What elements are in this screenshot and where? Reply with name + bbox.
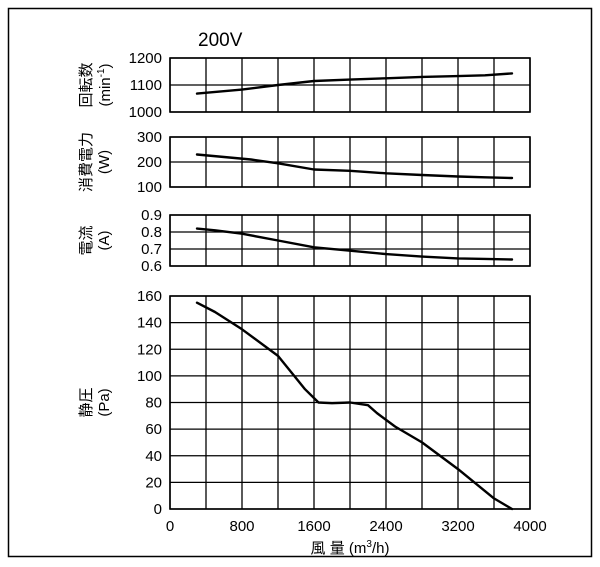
y-tick-label: 120 [137,341,162,358]
plot-frame [169,295,531,510]
series-line [195,301,514,511]
y-axis-label: 回転数 (min-1) [78,62,114,107]
x-axis-label: 風 量 (m3/h) [311,539,390,557]
series-line [195,72,514,95]
x-tick-label: 4000 [513,518,546,535]
y-tick-label: 0.7 [141,241,162,258]
y-tick-label: 100 [137,368,162,385]
x-tick-label: 1600 [297,518,330,535]
y-axis-label-unit: (Pa) [96,388,113,416]
y-axis-label-unit: (min-1) [96,63,114,106]
x-tick-label: 800 [229,518,254,535]
y-tick-label: 1100 [130,77,162,94]
y-tick-label: 300 [137,129,162,146]
y-axis-label-main: 回転数 [78,62,95,107]
y-axis-label: 電流 (A) [78,225,113,255]
chart-title: 200V [198,30,243,51]
y-axis-label-main: 消費電力 [78,132,95,192]
y-tick-label: 200 [137,154,162,171]
y-tick-label: 0.8 [141,224,162,241]
plot-frame [169,136,531,188]
y-tick-label: 1000 [129,104,162,121]
y-tick-label: 0.6 [141,258,162,275]
y-tick-label: 160 [137,288,162,305]
plot-frame [169,214,531,267]
y-axis-label-main: 静圧 [78,387,95,417]
series-line [195,227,514,261]
y-tick-label: 40 [145,448,162,465]
x-tick-label: 0 [166,518,174,535]
y-tick-label: 100 [137,179,162,196]
y-tick-label: 0 [154,501,162,518]
y-tick-label: 140 [137,315,162,332]
outer-border [7,7,593,558]
y-tick-label: 60 [145,421,162,438]
y-tick-label: 80 [145,395,162,412]
y-tick-label: 0.9 [141,207,162,224]
y-axis-label-unit: (W) [96,150,113,174]
y-axis-label: 静圧 (Pa) [78,387,113,417]
x-tick-label: 3200 [441,518,474,535]
x-tick-label: 2400 [369,518,402,535]
y-axis-label-unit: (A) [96,231,113,251]
y-axis-label-main: 電流 [78,225,95,255]
plot-frame [169,57,531,113]
y-tick-label: 20 [145,474,162,491]
y-tick-label: 1200 [129,50,162,67]
series-line [195,153,514,180]
y-axis-label: 消費電力 (W) [78,132,113,192]
